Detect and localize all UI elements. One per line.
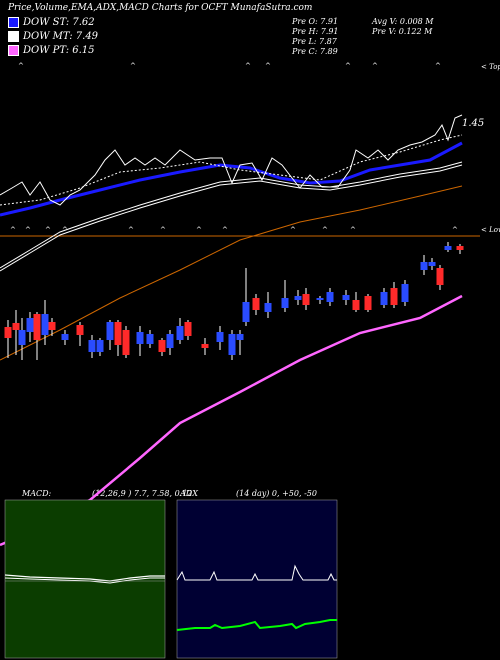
candle-body-25 [252, 298, 260, 310]
candle-body-34 [364, 296, 372, 310]
tops-marker-0: ^ [18, 62, 24, 70]
tops-marker-6: ^ [435, 62, 441, 70]
adx-plus-di-line [176, 619, 337, 631]
legend-dow-st: DOW ST: 7.62 [8, 17, 95, 28]
candle-body-14 [136, 332, 144, 344]
candle-body-26 [264, 303, 272, 312]
candle-body-16 [158, 340, 166, 352]
prev-close: Pre C: 7.89 [292, 47, 338, 56]
macd-title: MACD: [22, 489, 52, 498]
lows-marker-7: ^ [222, 226, 228, 234]
candle-body-30 [316, 298, 324, 300]
legend-swatch-pt [8, 45, 19, 56]
prev-volume: Pre V: 0.122 M [372, 27, 433, 36]
candle-body-19 [184, 322, 192, 336]
candle-body-4 [33, 314, 41, 340]
candle-body-10 [96, 340, 104, 352]
chart-title: Price,Volume,EMA,ADX,MACD Charts for OCF… [8, 3, 313, 13]
candle-body-3 [26, 318, 34, 332]
lows-marker-3: ^ [62, 226, 68, 234]
legend-swatch-st [8, 17, 19, 28]
prev-low: Pre L: 7.87 [292, 37, 337, 46]
candle-body-2 [18, 330, 26, 345]
candle-body-24 [242, 302, 250, 322]
candle-body-33 [352, 300, 360, 310]
lows-marker-4: ^ [128, 226, 134, 234]
lows-marker-2: ^ [45, 226, 51, 234]
candle-body-36 [390, 288, 398, 305]
candle-body-21 [216, 332, 224, 342]
candle-body-40 [436, 268, 444, 285]
close-dotted-line [0, 134, 463, 206]
tops-marker-2: ^ [245, 62, 251, 70]
ema-mid-line-upper [0, 161, 463, 269]
ema-mid-line-lower [0, 164, 463, 272]
avg-volume: Avg V: 0.008 M [372, 17, 434, 26]
candle-body-28 [294, 296, 302, 300]
candle-body-9 [88, 340, 96, 352]
candle-body-23 [236, 334, 244, 340]
adx-params: (14 day) 0, +50, -50 [236, 489, 317, 498]
price-close-line [0, 114, 463, 206]
legend-dow-mt: DOW MT: 7.49 [8, 31, 98, 42]
candle-body-7 [61, 334, 69, 340]
candle-body-29 [302, 294, 310, 305]
adx-line [176, 564, 337, 581]
candle-body-15 [146, 334, 154, 344]
candle-body-39 [428, 262, 436, 266]
candle-body-27 [281, 298, 289, 308]
candle-body-41 [444, 246, 452, 250]
candle-body-0 [4, 327, 12, 338]
prev-open: Pre O: 7.91 [292, 17, 339, 26]
adx-title: ADX [180, 489, 198, 498]
ema-slow-line [0, 185, 463, 361]
candle-body-37 [401, 284, 409, 302]
candle-body-17 [166, 334, 174, 348]
macd-params: (12,26,9 ) 7.7, 7.58, 0.12 [92, 489, 193, 498]
candle-body-13 [122, 330, 130, 355]
lows-marker-8: ^ [290, 226, 296, 234]
tops-marker-3: ^ [265, 62, 271, 70]
candle-body-31 [326, 292, 334, 302]
lows-marker-6: ^ [196, 226, 202, 234]
candle-body-6 [48, 322, 56, 330]
lows-marker-10: ^ [350, 226, 356, 234]
legend-label-st: DOW ST: 7.62 [23, 17, 95, 28]
prev-high: Pre H: 7.91 [292, 27, 339, 36]
legend-label-pt: DOW PT: 6.15 [23, 45, 95, 56]
lows-marker-0: ^ [10, 226, 16, 234]
lows-marker-11: ^ [452, 226, 458, 234]
tops-marker-5: ^ [372, 62, 378, 70]
candle-body-38 [420, 262, 428, 270]
legend-dow-pt: DOW PT: 6.15 [8, 45, 95, 56]
candle-body-20 [201, 344, 209, 348]
candle-body-12 [114, 322, 122, 345]
candle-body-35 [380, 292, 388, 305]
last-price-label: 1.45 [462, 118, 485, 129]
macd-line [4, 574, 165, 582]
legend-swatch-mt [8, 31, 19, 42]
lows-marker-9: ^ [322, 226, 328, 234]
legend-label-mt: DOW MT: 7.49 [23, 31, 99, 42]
lows-marker-5: ^ [160, 226, 166, 234]
candle-body-8 [76, 325, 84, 335]
candle-body-42 [456, 246, 464, 250]
candle-body-11 [106, 322, 114, 340]
lows-label: < Lows [481, 226, 500, 234]
candle-body-5 [41, 314, 49, 335]
candle-body-32 [342, 295, 350, 300]
candle-body-1 [12, 323, 20, 330]
candle-body-22 [228, 334, 236, 355]
macd-signal-line [4, 577, 165, 584]
tops-marker-4: ^ [345, 62, 351, 70]
lows-marker-1: ^ [25, 226, 31, 234]
ema-fast-line [0, 141, 463, 217]
candle-body-18 [176, 326, 184, 340]
tops-label: < Tops [481, 63, 500, 71]
tops-marker-1: ^ [130, 62, 136, 70]
